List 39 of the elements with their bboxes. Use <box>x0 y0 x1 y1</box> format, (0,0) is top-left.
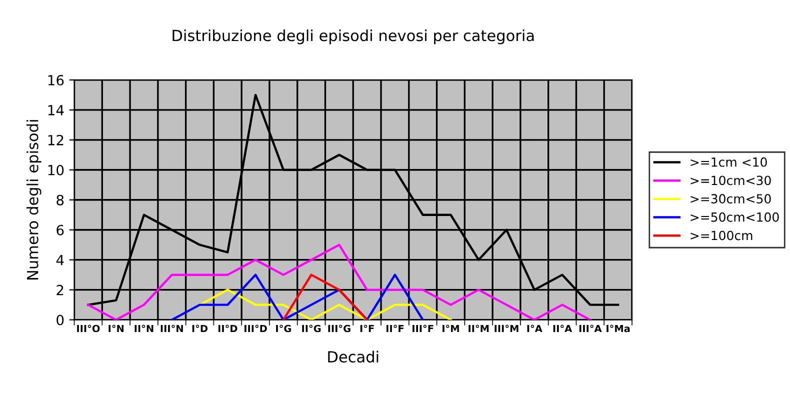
x-tick-label: I°D <box>192 324 208 332</box>
x-tick-label: III°A <box>579 324 602 332</box>
x-tick-label: I°A <box>527 324 542 332</box>
y-tick-label: 14 <box>48 105 64 116</box>
x-tick-label: II°F <box>386 324 404 332</box>
x-tick-label: III°O <box>77 324 100 332</box>
x-tick-label: III°F <box>412 324 434 332</box>
y-tick-label: 8 <box>56 194 64 206</box>
x-tick-label: II°D <box>218 324 238 332</box>
x-tick-label: I°Ma <box>606 324 630 332</box>
x-tick-label: I°M <box>442 324 459 332</box>
y-tick-label: 16 <box>48 74 64 86</box>
y-tick-label: 6 <box>56 224 64 236</box>
y-tick-label: 12 <box>48 134 64 146</box>
x-tick-label: III°N <box>160 324 183 332</box>
chart-title: Distribuzione degli episodi nevosi per categoria <box>172 29 534 44</box>
legend-label: >=50cm<100 <box>690 212 779 222</box>
x-tick-label: II°A <box>553 324 572 332</box>
x-tick-label: II°M <box>468 324 489 332</box>
y-tick-label: 2 <box>56 284 64 296</box>
x-tick-label: II°G <box>302 324 321 332</box>
x-axis-title: Decadi <box>328 350 378 363</box>
x-tick-label: I°F <box>360 324 374 332</box>
x-tick-label: I°G <box>276 324 291 332</box>
y-tick-label: 4 <box>56 254 64 266</box>
x-tick-label: II°N <box>134 324 154 332</box>
y-tick-label: 10 <box>48 164 64 176</box>
x-tick-label: III°D <box>244 324 267 332</box>
legend-label: >=1cm <10 <box>690 157 767 167</box>
line-series <box>87 244 592 320</box>
legend-label: >=30cm<50 <box>690 194 771 204</box>
line-series <box>170 274 424 320</box>
legend-label: >=100cm <box>690 230 752 240</box>
legend-label: >=10cm<30 <box>690 176 771 186</box>
x-tick-label: I°N <box>108 324 124 332</box>
y-tick-label: 0 <box>56 314 64 326</box>
x-tick-label: III°M <box>494 324 518 332</box>
y-axis-title: Numero degli episodi <box>26 120 42 280</box>
x-tick-label: III°G <box>328 324 350 332</box>
